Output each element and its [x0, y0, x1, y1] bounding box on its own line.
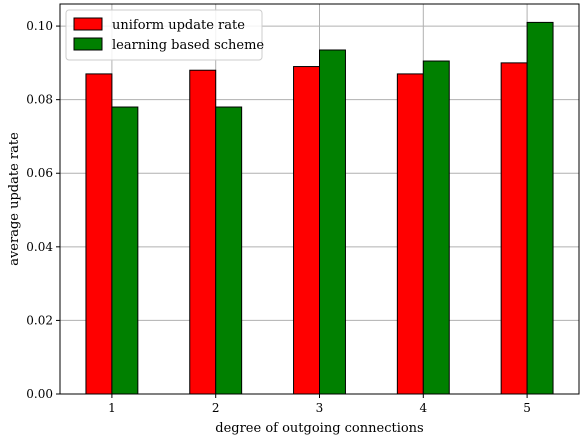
- bar-learning-3: [319, 49, 346, 395]
- bar-uniform-1: [85, 73, 113, 395]
- x-tick-label: 4: [419, 401, 427, 415]
- legend-label-learning: learning based scheme: [112, 38, 264, 53]
- legend-box: [65, 9, 263, 61]
- bars: [85, 21, 554, 395]
- bar-learning-4: [422, 60, 450, 395]
- bar-uniform-4: [396, 73, 424, 395]
- bar-uniform-3: [293, 66, 320, 395]
- y-tick-label: 0.06: [26, 166, 53, 180]
- bar-uniform-5: [500, 62, 528, 395]
- legend-swatch-learning: [73, 37, 103, 51]
- x-tick-label: 2: [212, 401, 220, 415]
- x-axis-label: degree of outgoing connections: [215, 421, 423, 436]
- y-tick-label: 0.04: [26, 240, 53, 254]
- y-axis-label: average update rate: [7, 132, 22, 266]
- y-tick-label: 0.10: [26, 19, 53, 33]
- legend: uniform update rate learning based schem…: [65, 9, 264, 61]
- bar-learning-5: [526, 21, 554, 395]
- x-tick-label: 5: [523, 401, 531, 415]
- bar-uniform-2: [189, 69, 217, 395]
- axis-ticks: 1 2 3 4 5 0.00 0.02 0.04 0.06 0.08 0.10: [26, 19, 531, 415]
- x-tick-label: 3: [316, 401, 324, 415]
- legend-swatch-uniform: [73, 17, 103, 31]
- bar-learning-1: [111, 106, 139, 395]
- y-tick-label: 0.02: [26, 313, 53, 327]
- legend-label-uniform: uniform update rate: [112, 18, 245, 33]
- bar-learning-2: [215, 106, 243, 395]
- x-tick-label: 1: [108, 401, 116, 415]
- y-tick-label: 0.00: [26, 387, 53, 401]
- y-tick-label: 0.08: [26, 93, 53, 107]
